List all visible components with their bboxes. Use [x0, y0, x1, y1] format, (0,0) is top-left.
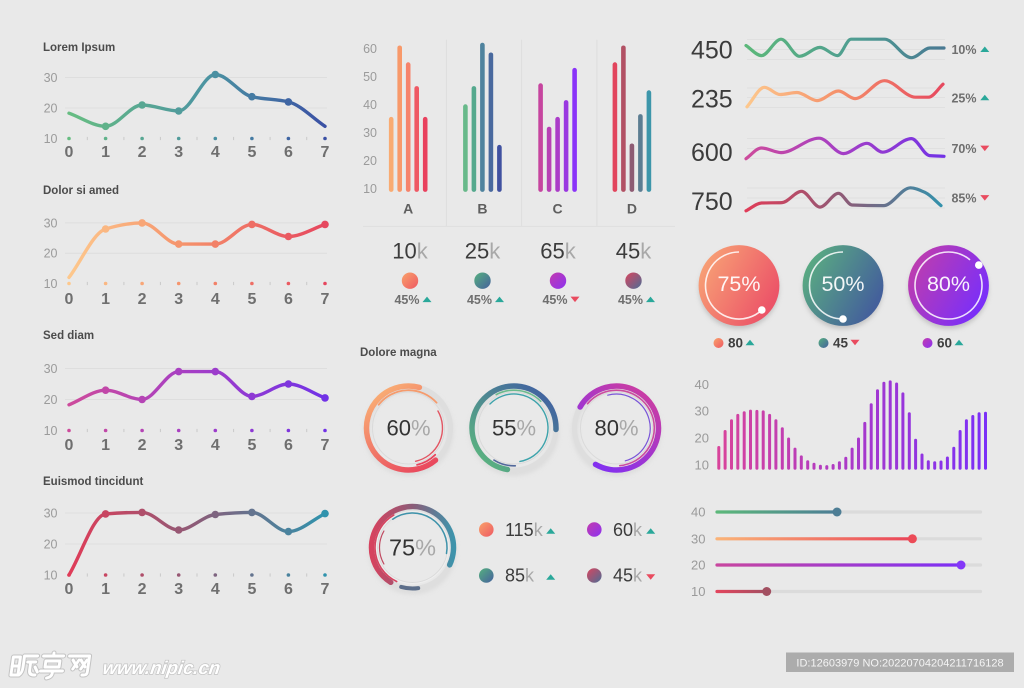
svg-text:5: 5: [247, 437, 256, 454]
svg-text:40: 40: [363, 98, 377, 112]
svg-text:45%: 45%: [618, 293, 643, 307]
svg-text:60k: 60k: [613, 520, 643, 540]
svg-text:60%: 60%: [386, 416, 430, 441]
svg-text:7: 7: [321, 144, 330, 161]
svg-text:75%: 75%: [389, 535, 436, 561]
svg-text:50%: 50%: [821, 272, 864, 296]
svg-text:0: 0: [65, 437, 74, 454]
svg-text:5: 5: [247, 581, 256, 598]
svg-text:75%: 75%: [717, 272, 760, 296]
svg-text:2: 2: [138, 437, 147, 454]
svg-text:60: 60: [937, 336, 952, 351]
svg-text:80%: 80%: [927, 272, 970, 296]
svg-text:20: 20: [44, 102, 58, 116]
svg-text:2: 2: [138, 291, 147, 308]
svg-text:45%: 45%: [394, 293, 419, 307]
svg-text:6: 6: [284, 581, 293, 598]
svg-text:3: 3: [174, 581, 183, 598]
svg-text:30: 30: [695, 404, 709, 419]
svg-text:30: 30: [44, 362, 58, 376]
svg-text:5: 5: [247, 144, 256, 161]
svg-text:Sed diam: Sed diam: [43, 330, 94, 342]
svg-text:1: 1: [101, 581, 110, 598]
svg-text:10: 10: [44, 132, 58, 146]
svg-text:40: 40: [695, 377, 709, 392]
svg-text:10%: 10%: [951, 43, 976, 57]
svg-text:450: 450: [691, 37, 733, 65]
svg-text:20: 20: [691, 558, 705, 573]
svg-text:10: 10: [695, 457, 709, 472]
svg-text:30: 30: [363, 126, 377, 140]
svg-text:10k: 10k: [392, 239, 428, 264]
svg-text:55%: 55%: [492, 416, 536, 441]
svg-text:ID:12603979 NO:202207042042117: ID:12603979 NO:20220704204211716128: [796, 658, 1003, 670]
svg-text:10: 10: [44, 277, 58, 291]
svg-text:0: 0: [65, 291, 74, 308]
svg-text:4: 4: [211, 437, 220, 454]
svg-text:750: 750: [691, 188, 733, 216]
svg-text:235: 235: [691, 85, 733, 113]
svg-text:20: 20: [44, 247, 58, 261]
svg-text:20: 20: [695, 431, 709, 446]
svg-text:70%: 70%: [951, 142, 976, 156]
svg-text:4: 4: [211, 144, 220, 161]
svg-text:20: 20: [363, 154, 377, 168]
svg-text:20: 20: [44, 393, 58, 407]
svg-text:115k: 115k: [505, 520, 544, 540]
svg-text:0: 0: [65, 581, 74, 598]
svg-text:80%: 80%: [594, 416, 638, 441]
svg-text:0: 0: [65, 144, 74, 161]
svg-text:1: 1: [101, 144, 110, 161]
svg-text:7: 7: [321, 437, 330, 454]
svg-text:45: 45: [833, 336, 849, 351]
svg-text:45k: 45k: [616, 239, 652, 264]
svg-text:10: 10: [44, 424, 58, 438]
svg-text:Dolor si amed: Dolor si amed: [43, 185, 119, 197]
svg-text:40: 40: [691, 505, 705, 520]
svg-text:30: 30: [44, 71, 58, 85]
svg-text:80: 80: [728, 336, 743, 351]
svg-text:45%: 45%: [542, 293, 567, 307]
svg-text:2: 2: [138, 581, 147, 598]
svg-text:Euismod tincidunt: Euismod tincidunt: [43, 476, 143, 488]
svg-text:45k: 45k: [613, 566, 643, 586]
svg-text:B: B: [477, 201, 487, 217]
svg-text:Dolore magna: Dolore magna: [360, 347, 437, 359]
svg-text:3: 3: [174, 144, 183, 161]
svg-text:10: 10: [363, 182, 377, 196]
svg-text:7: 7: [321, 291, 330, 308]
svg-text:85k: 85k: [505, 566, 535, 586]
svg-text:85%: 85%: [951, 192, 976, 206]
svg-text:Lorem Ipsum: Lorem Ipsum: [43, 42, 115, 54]
svg-text:30: 30: [44, 216, 58, 230]
svg-text:45%: 45%: [467, 293, 492, 307]
svg-text:7: 7: [321, 581, 330, 598]
svg-text:1: 1: [101, 437, 110, 454]
svg-text:3: 3: [174, 291, 183, 308]
svg-text:10: 10: [691, 584, 705, 599]
svg-text:5: 5: [247, 291, 256, 308]
svg-text:4: 4: [211, 581, 220, 598]
svg-text:www.nipic.cn: www.nipic.cn: [101, 657, 221, 678]
svg-text:2: 2: [138, 144, 147, 161]
svg-text:50: 50: [363, 70, 377, 84]
svg-text:3: 3: [174, 437, 183, 454]
svg-text:20: 20: [44, 538, 58, 552]
svg-text:6: 6: [284, 437, 293, 454]
svg-text:D: D: [627, 201, 637, 217]
svg-text:C: C: [553, 201, 563, 217]
svg-text:6: 6: [284, 291, 293, 308]
svg-text:25%: 25%: [951, 91, 976, 105]
svg-text:A: A: [403, 201, 413, 217]
svg-text:60: 60: [363, 42, 377, 56]
svg-text:1: 1: [101, 291, 110, 308]
svg-text:4: 4: [211, 291, 220, 308]
svg-text:30: 30: [691, 531, 705, 546]
svg-text:600: 600: [691, 139, 733, 167]
svg-text:25k: 25k: [465, 239, 501, 264]
svg-text:65k: 65k: [540, 239, 576, 264]
svg-text:10: 10: [44, 569, 58, 583]
svg-text:6: 6: [284, 144, 293, 161]
svg-text:30: 30: [44, 507, 58, 521]
